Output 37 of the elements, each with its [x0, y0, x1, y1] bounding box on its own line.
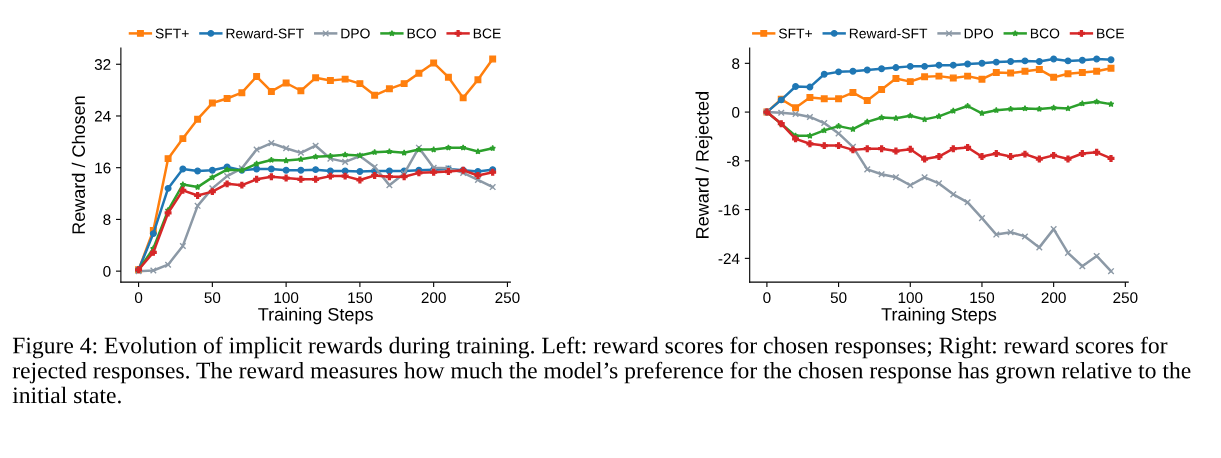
- x-tick-label: 100: [898, 292, 923, 304]
- legend-label: Reward-SFT: [226, 28, 304, 39]
- x-tick-label: 250: [1113, 292, 1138, 304]
- legend-label: SFT+: [155, 28, 189, 39]
- x-tick-label: 0: [763, 292, 771, 304]
- x-tick-label: 50: [830, 292, 847, 304]
- y-tick-label: -16: [718, 204, 740, 216]
- y-tick-label: 8: [732, 58, 740, 70]
- x-tick-label: 0: [134, 292, 143, 304]
- x-tick-label: 150: [970, 292, 995, 304]
- legend-label: DPO: [964, 28, 994, 39]
- y-tick-label: 8: [103, 214, 111, 226]
- legend-label: DPO: [341, 28, 370, 39]
- x-tick-label: 150: [348, 292, 373, 304]
- legend-label: BCE: [473, 28, 501, 39]
- x-tick-label: 50: [204, 292, 221, 304]
- legend-label: Reward-SFT: [849, 28, 928, 39]
- y-axis-title: Reward / Rejected: [695, 92, 713, 238]
- y-tick-label: 24: [94, 110, 111, 122]
- legend-label: BCE: [1097, 28, 1124, 39]
- y-tick-label: 0: [732, 106, 740, 118]
- y-tick-label: -24: [718, 253, 740, 264]
- legend-label: BCO: [1030, 28, 1060, 39]
- x-axis-title: Training Steps: [258, 307, 373, 325]
- legend-label: SFT+: [778, 28, 812, 39]
- x-tick-label: 200: [421, 292, 446, 304]
- caption: Figure 4: Evolution of implicit rewards during training. Left: reward scores for chosen responses; Right: reward scores for rejected responses. The reward measures how much the model’s preference for the chosen response has grown relative to the initial state.: [12, 336, 1191, 404]
- y-tick-label: -8: [727, 155, 740, 167]
- x-axis-title: Training Steps: [881, 307, 997, 325]
- y-tick-label: 0: [103, 266, 111, 277]
- y-tick-label: 32: [94, 59, 111, 70]
- legend-label: BCO: [407, 28, 436, 39]
- x-tick-label: 250: [495, 292, 520, 304]
- y-axis-title: Reward / Chosen: [71, 96, 86, 234]
- x-tick-label: 200: [1041, 292, 1066, 304]
- x-tick-label: 100: [274, 292, 299, 304]
- y-tick-label: 16: [95, 162, 111, 174]
